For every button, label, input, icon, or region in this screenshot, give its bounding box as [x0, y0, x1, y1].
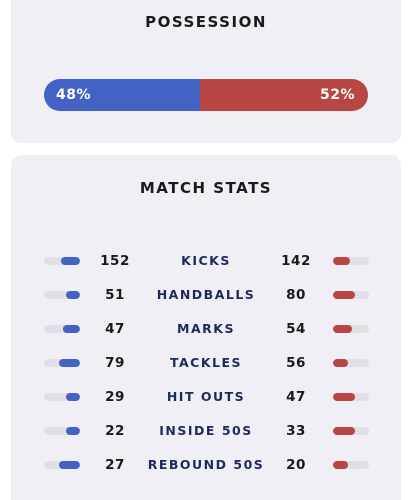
stat-label: TACKLES	[169, 355, 243, 370]
away-stat-bar-fill	[333, 359, 348, 367]
away-stat-value: 33	[286, 423, 306, 439]
away-stat-value: 54	[286, 321, 306, 337]
away-stat-value: 56	[286, 355, 306, 371]
home-stat-bar-fill	[61, 257, 80, 265]
home-stat-value: 152	[100, 253, 130, 269]
home-stat-value: 51	[105, 287, 125, 303]
away-stat-bar	[333, 427, 369, 435]
stat-row: 152 KICKS 142	[11, 251, 401, 271]
possession-away-percent: 52%	[319, 87, 355, 103]
possession-away-segment: 52%	[199, 79, 368, 111]
away-stat-value: 20	[286, 457, 306, 473]
stat-label: KICKS	[181, 253, 231, 268]
away-stat-bar	[333, 393, 369, 401]
stat-label: HIT OUTS	[166, 389, 246, 404]
home-stat-bar	[44, 291, 80, 299]
home-stat-value: 22	[105, 423, 125, 439]
stat-label: INSIDE 50S	[159, 423, 253, 438]
stat-row: 51 HANDBALLS 80	[11, 285, 401, 305]
home-stat-bar-fill	[66, 393, 80, 401]
away-stat-bar-fill	[333, 257, 350, 265]
away-stat-bar-fill	[333, 325, 352, 333]
home-stat-value: 29	[105, 389, 125, 405]
home-stat-bar	[44, 461, 80, 469]
stat-row: 27 REBOUND 50S 20	[11, 455, 401, 475]
match-stats-card: MATCH STATS 152 KICKS 142 51 HANDBALLS 80 47 MA…	[11, 155, 401, 500]
stat-label: HANDBALLS	[156, 287, 256, 302]
away-stat-bar-fill	[333, 427, 355, 435]
away-stat-bar	[333, 461, 369, 469]
possession-home-percent: 48%	[56, 87, 92, 103]
home-stat-value: 47	[105, 321, 125, 337]
away-stat-bar-fill	[333, 291, 355, 299]
stat-row: 79 TACKLES 56	[11, 353, 401, 373]
away-stat-value: 80	[286, 287, 306, 303]
home-stat-bar	[44, 325, 80, 333]
possession-card: POSSESSION 48% 52%	[11, 0, 401, 143]
home-stat-bar-fill	[66, 291, 80, 299]
home-stat-bar-fill	[63, 325, 80, 333]
home-stat-bar	[44, 393, 80, 401]
home-stat-bar-fill	[66, 427, 80, 435]
away-stat-bar-fill	[333, 461, 348, 469]
away-stat-bar	[333, 257, 369, 265]
possession-home-segment: 48%	[44, 79, 200, 111]
home-stat-value: 79	[105, 355, 125, 371]
home-stat-bar	[44, 359, 80, 367]
home-stat-bar-fill	[59, 359, 80, 367]
home-stat-bar	[44, 257, 80, 265]
stat-label: MARKS	[177, 321, 235, 336]
away-stat-bar	[333, 359, 369, 367]
possession-bar: 48% 52%	[44, 79, 368, 111]
stat-row: 47 MARKS 54	[11, 319, 401, 339]
home-stat-bar	[44, 427, 80, 435]
possession-title: POSSESSION	[145, 13, 267, 31]
away-stat-bar	[333, 325, 369, 333]
away-stat-bar	[333, 291, 369, 299]
stat-row: 22 INSIDE 50S 33	[11, 421, 401, 441]
home-stat-value: 27	[105, 457, 125, 473]
away-stat-bar-fill	[333, 393, 355, 401]
stat-label: REBOUND 50S	[147, 457, 265, 472]
match-stats-title: MATCH STATS	[139, 179, 273, 197]
away-stat-value: 142	[281, 253, 311, 269]
stat-row: 29 HIT OUTS 47	[11, 387, 401, 407]
home-stat-bar-fill	[59, 461, 80, 469]
away-stat-value: 47	[286, 389, 306, 405]
